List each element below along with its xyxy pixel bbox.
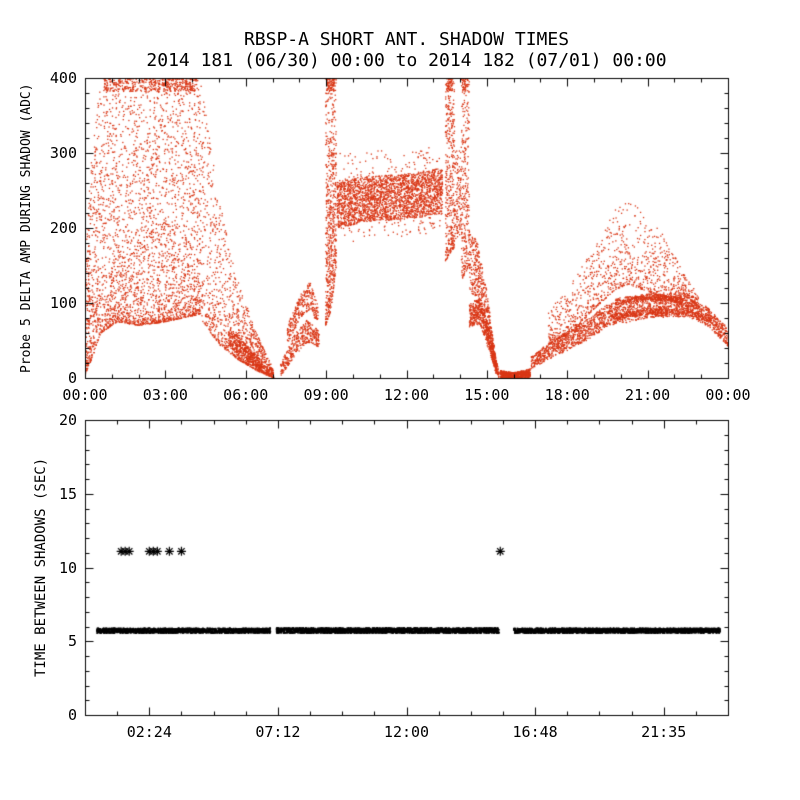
bottom-y-tick-label: 20 bbox=[58, 411, 77, 429]
bottom-y-tick-label: 0 bbox=[67, 706, 77, 724]
bottom-y-tick-label: 10 bbox=[58, 558, 77, 577]
top-x-tick-label: 03:00 bbox=[142, 386, 188, 404]
top-x-tick-label: 09:00 bbox=[303, 386, 349, 404]
top-y-tick-label: 0 bbox=[67, 369, 77, 387]
bottom-x-tick-label: 12:00 bbox=[383, 723, 430, 741]
bottom-x-tick-label: 16:48 bbox=[512, 723, 558, 741]
bottom-x-tick-label: 02:24 bbox=[126, 723, 172, 741]
top-x-tick-label: 06:00 bbox=[223, 386, 269, 404]
top-x-tick-label: 21:00 bbox=[625, 386, 671, 404]
top-x-tick-label: 15:00 bbox=[464, 386, 510, 404]
bottom-x-tick-label: 21:35 bbox=[641, 723, 687, 741]
top-y-tick-label: 300 bbox=[49, 144, 77, 162]
bottom-x-tick-label: 07:12 bbox=[255, 723, 301, 741]
top-x-tick-label: 18:00 bbox=[544, 386, 590, 404]
bottom-y-tick-label: 15 bbox=[58, 484, 77, 503]
bottom-y-tick-label: 5 bbox=[67, 632, 77, 651]
chart-title: RBSP-A SHORT ANT. SHADOW TIMES bbox=[243, 29, 570, 50]
top-x-tick-label: 00:00 bbox=[705, 386, 751, 404]
top-y-tick-label: 400 bbox=[49, 69, 77, 87]
chart-subtitle: 2014 181 (06/30) 00:00 to 2014 182 (07/0… bbox=[146, 50, 667, 71]
top-y-tick-label: 200 bbox=[49, 219, 77, 237]
top-x-tick-label: 00:00 bbox=[62, 386, 108, 404]
top-y-tick-label: 100 bbox=[49, 294, 77, 312]
top-x-tick-label: 12:00 bbox=[383, 386, 430, 404]
